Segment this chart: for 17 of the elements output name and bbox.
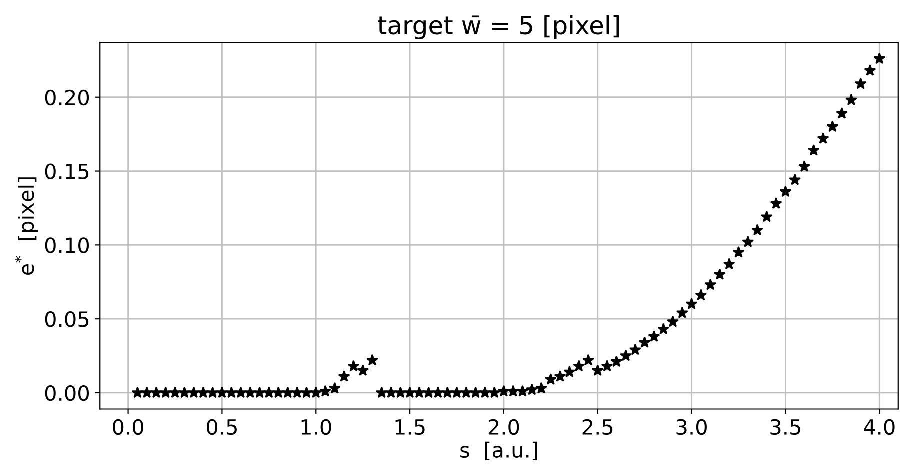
y-tick-label: 0.05 [45,312,89,328]
x-tick-label: 2.5 [582,419,613,436]
y-tick-label: 0.00 [45,385,90,402]
y-tick-label: 0.15 [45,164,89,180]
x-tick-label: 1.5 [396,420,425,436]
x-tick-label: 4.0 [864,419,895,436]
x-tick-label: 0.5 [207,419,237,436]
y-tick-label: 0.20 [45,90,90,106]
x-tick-label: 3.0 [676,419,707,436]
x-tick-label: 1.0 [302,419,332,436]
x-axis-title: s [a.u.] [460,442,538,460]
x-tick-label: 0.0 [113,419,144,436]
y-tick-label: 0.10 [45,238,90,254]
y-axis-title: e$^{*}$ [pixel] [15,178,38,276]
x-tick-label: 2.0 [488,419,520,436]
chart-title: target w̄ = 5 [pixel] [378,15,619,40]
x-tick-label: 3.5 [770,419,800,436]
